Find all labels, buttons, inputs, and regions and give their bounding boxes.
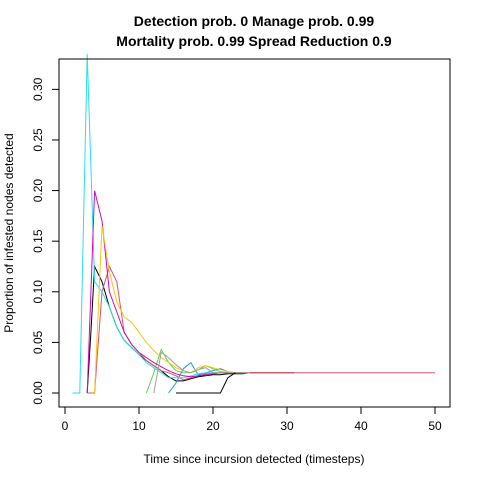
plot-frame (58, 58, 451, 408)
series-line-9 (176, 372, 236, 394)
y-tick-label-3: 0.15 (31, 229, 45, 253)
x-axis-label: Time since incursion detected (timesteps… (144, 452, 365, 466)
series-line-2 (87, 265, 435, 394)
y-tick-label-1: 0.05 (31, 330, 45, 354)
y-tick-label-4: 0.20 (31, 179, 45, 203)
series-line-8 (153, 351, 250, 394)
x-tick-label-0: 0 (62, 419, 69, 433)
x-tick-label-3: 30 (280, 419, 294, 433)
chart-title-line1: Detection prob. 0 Manage prob. 0.99 (134, 13, 375, 29)
y-axis: 0.00 0.05 0.10 0.15 0.20 0.25 0.30 (31, 77, 60, 405)
y-tick-label-6: 0.30 (31, 77, 45, 101)
plot-lines (72, 53, 435, 394)
y-tick-label-0: 0.00 (31, 381, 45, 405)
y-tick-label-5: 0.25 (31, 128, 45, 152)
x-tick-label-1: 10 (132, 419, 146, 433)
y-axis-label: Proportion of infested nodes detected (2, 133, 16, 332)
x-tick-label-5: 50 (428, 419, 442, 433)
chart-title-line2: Mortality prob. 0.99 Spread Reduction 0.… (116, 33, 392, 49)
y-tick-label-2: 0.10 (31, 280, 45, 304)
x-tick-label-2: 20 (206, 419, 220, 433)
x-axis: 0 10 20 30 40 50 (62, 406, 442, 433)
series-line-5 (72, 53, 250, 394)
series-line-7 (94, 225, 250, 394)
x-tick-label-4: 40 (354, 419, 368, 433)
